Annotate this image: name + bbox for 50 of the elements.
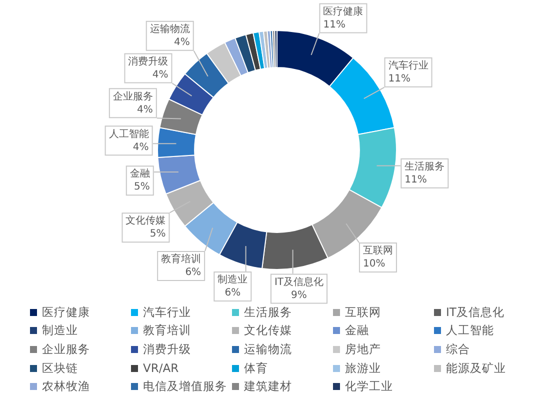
legend-label: 房地产 [345,342,381,357]
data-label: 4% [174,37,190,48]
slice-label: 教育培训 [161,253,202,266]
legend-label: 制造业 [42,323,78,338]
slice-label: 消费升级 [128,55,168,68]
data-label: 11% [388,73,410,84]
slice-label: 制造业 [218,274,248,286]
legend-label: 医疗健康 [42,304,90,320]
data-label: 11% [323,19,346,30]
slice-label: IT及信息化 [274,276,324,288]
legend-label: 旅游业 [345,360,381,376]
slice-label: 文化传媒 [126,214,166,227]
slice-label: 生活服务 [404,160,445,172]
slice-label: 人工智能 [108,128,149,140]
legend-label: 能源及矿业 [446,360,506,376]
slice-label: 运输物流 [150,23,190,36]
legend-label: 体育 [244,360,268,376]
legend-label: 建筑建材 [244,379,292,394]
data-label: 10% [362,258,386,270]
legend-label: 企业服务 [42,342,90,357]
legend-label: IT及信息化 [446,304,504,320]
legend-label: 电信及增值服务 [143,379,227,394]
legend-label: 教育培训 [143,323,191,338]
slice-label: 企业服务 [112,90,153,102]
legend-label: 汽车行业 [143,304,191,320]
data-label: 4% [152,69,168,80]
slice-label: 互联网 [362,244,393,257]
slice-label: 金融 [130,168,150,180]
legend-label: 文化传媒 [244,323,292,338]
legend-label: 运输物流 [244,342,292,357]
data-label: 5% [134,182,150,193]
data-label: 9% [291,290,307,301]
data-label: 6% [224,288,241,299]
legend-label: 化学工业 [345,379,393,394]
legend-label: 金融 [345,323,369,338]
data-label: 11% [404,174,427,186]
legend-label: 生活服务 [244,304,292,320]
legend-label: 互联网 [345,304,381,320]
legend-label: 农林牧渔 [42,379,90,394]
slice-label: 医疗健康 [323,5,364,18]
legend-label: 区块链 [42,360,78,376]
legend-label: 消费升级 [143,342,191,357]
legend-label: 综合 [446,342,470,357]
slice-label: 汽车行业 [388,59,428,72]
data-label: 4% [132,142,149,153]
data-label: 5% [150,228,166,240]
legend-label: 人工智能 [446,323,494,338]
data-label: 4% [137,104,153,116]
legend-label: VR/AR [143,361,179,376]
data-label: 6% [185,267,202,278]
